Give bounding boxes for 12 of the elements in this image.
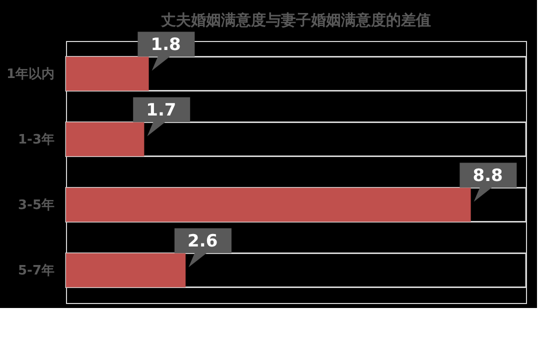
bar <box>66 56 149 91</box>
y-tick-label: 3-5年 <box>18 198 54 213</box>
data-label: 2.6 <box>188 231 218 252</box>
bar <box>66 122 144 156</box>
data-label: 8.8 <box>472 166 503 186</box>
y-tick-label: 1-3年 <box>18 132 54 148</box>
data-label: 1.8 <box>150 34 181 55</box>
chart-title: 丈夫婚姻满意度与妻子婚姻满意度的差值 <box>160 10 431 29</box>
data-label: 1.7 <box>146 100 176 120</box>
bar <box>66 253 186 288</box>
y-tick-label: 5-7年 <box>18 263 54 278</box>
y-tick-label: 1年以内 <box>6 66 54 82</box>
